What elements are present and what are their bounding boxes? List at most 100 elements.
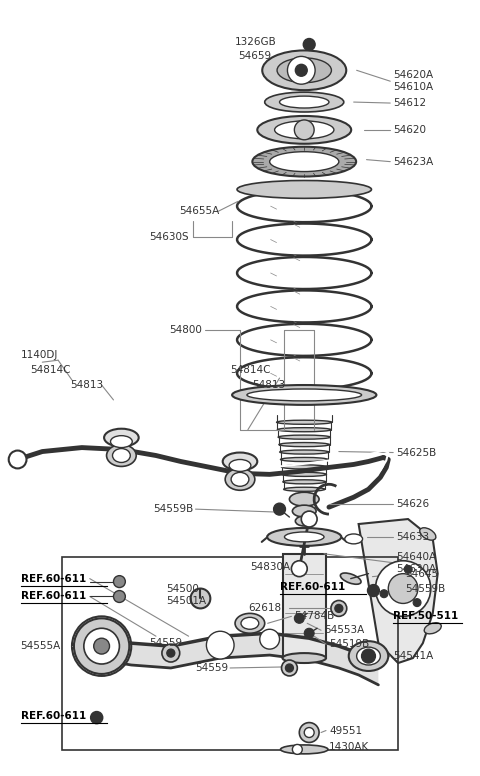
Ellipse shape xyxy=(280,745,328,753)
Ellipse shape xyxy=(345,534,362,544)
Ellipse shape xyxy=(262,50,346,90)
Text: 54559: 54559 xyxy=(149,638,182,648)
Bar xyxy=(283,554,326,658)
Text: 54555A: 54555A xyxy=(21,641,61,651)
Ellipse shape xyxy=(231,473,249,487)
Ellipse shape xyxy=(282,473,326,476)
Ellipse shape xyxy=(279,442,330,447)
Text: 54620: 54620 xyxy=(393,125,426,135)
Circle shape xyxy=(286,664,293,672)
Circle shape xyxy=(300,722,319,743)
Ellipse shape xyxy=(285,532,324,542)
Circle shape xyxy=(294,120,314,140)
Text: REF.60-611: REF.60-611 xyxy=(21,711,86,721)
Circle shape xyxy=(191,588,210,608)
Ellipse shape xyxy=(279,96,329,108)
Ellipse shape xyxy=(420,528,436,540)
Ellipse shape xyxy=(267,528,341,546)
Circle shape xyxy=(9,451,26,469)
Circle shape xyxy=(375,561,431,616)
Ellipse shape xyxy=(340,573,361,584)
Ellipse shape xyxy=(241,618,259,629)
Text: 54630S: 54630S xyxy=(149,232,189,242)
Ellipse shape xyxy=(257,116,351,144)
Circle shape xyxy=(304,728,314,737)
Ellipse shape xyxy=(357,647,380,665)
Ellipse shape xyxy=(104,428,139,446)
Ellipse shape xyxy=(229,459,251,471)
Polygon shape xyxy=(102,633,378,685)
Text: 54813: 54813 xyxy=(70,380,103,390)
Ellipse shape xyxy=(232,385,376,405)
Circle shape xyxy=(74,618,129,674)
Circle shape xyxy=(113,576,125,587)
Text: REF.60-611: REF.60-611 xyxy=(21,573,86,584)
Ellipse shape xyxy=(107,445,136,466)
Text: 54500: 54500 xyxy=(166,584,199,594)
Circle shape xyxy=(301,511,317,527)
Circle shape xyxy=(292,744,302,754)
Text: 54501A: 54501A xyxy=(166,597,206,607)
Circle shape xyxy=(113,591,125,602)
Bar xyxy=(62,557,398,750)
Circle shape xyxy=(288,57,315,84)
Text: 1326GB: 1326GB xyxy=(235,37,277,47)
Text: 54630A: 54630A xyxy=(396,563,436,573)
Ellipse shape xyxy=(264,92,344,112)
Text: 54559B: 54559B xyxy=(153,504,193,514)
Ellipse shape xyxy=(284,487,325,491)
Text: 54519B: 54519B xyxy=(329,639,369,650)
Ellipse shape xyxy=(281,465,327,469)
Text: 54626: 54626 xyxy=(396,499,429,509)
Ellipse shape xyxy=(225,469,255,490)
Ellipse shape xyxy=(289,492,319,506)
Ellipse shape xyxy=(277,58,331,83)
Ellipse shape xyxy=(223,452,257,470)
Text: 49551: 49551 xyxy=(329,726,362,736)
Circle shape xyxy=(162,644,180,662)
Circle shape xyxy=(94,638,109,654)
Text: 54620A: 54620A xyxy=(393,71,433,80)
Text: 54640A: 54640A xyxy=(396,552,436,562)
Circle shape xyxy=(294,613,304,623)
Ellipse shape xyxy=(349,641,388,671)
Circle shape xyxy=(84,629,120,664)
Circle shape xyxy=(295,64,307,76)
Circle shape xyxy=(404,566,412,573)
Circle shape xyxy=(361,649,375,663)
Ellipse shape xyxy=(110,435,132,448)
Text: 62618: 62618 xyxy=(248,604,281,613)
Circle shape xyxy=(291,561,307,577)
Ellipse shape xyxy=(237,181,372,199)
Circle shape xyxy=(281,660,297,676)
Text: REF.60-611: REF.60-611 xyxy=(21,591,86,601)
Circle shape xyxy=(380,590,388,598)
Ellipse shape xyxy=(280,457,328,462)
Text: 54559: 54559 xyxy=(195,663,228,673)
Circle shape xyxy=(331,601,347,616)
Circle shape xyxy=(274,503,286,515)
Text: 54623A: 54623A xyxy=(393,157,433,167)
Ellipse shape xyxy=(295,516,313,526)
Text: REF.60-611: REF.60-611 xyxy=(279,581,345,591)
Circle shape xyxy=(91,712,103,723)
Text: 54633: 54633 xyxy=(396,532,429,542)
Ellipse shape xyxy=(276,421,332,424)
Ellipse shape xyxy=(283,480,325,484)
Ellipse shape xyxy=(112,449,130,462)
Ellipse shape xyxy=(275,121,334,139)
Text: 54645: 54645 xyxy=(405,569,438,579)
Ellipse shape xyxy=(278,435,330,439)
Ellipse shape xyxy=(277,428,331,431)
Circle shape xyxy=(167,649,175,657)
Text: 54610A: 54610A xyxy=(393,82,433,92)
Ellipse shape xyxy=(292,505,316,517)
Polygon shape xyxy=(359,519,438,663)
Circle shape xyxy=(388,573,418,604)
Text: 54659: 54659 xyxy=(238,51,271,61)
Circle shape xyxy=(260,629,279,649)
Circle shape xyxy=(304,629,314,638)
Text: 54814C: 54814C xyxy=(30,365,71,375)
Ellipse shape xyxy=(252,147,356,176)
Text: 54784B: 54784B xyxy=(294,611,335,622)
